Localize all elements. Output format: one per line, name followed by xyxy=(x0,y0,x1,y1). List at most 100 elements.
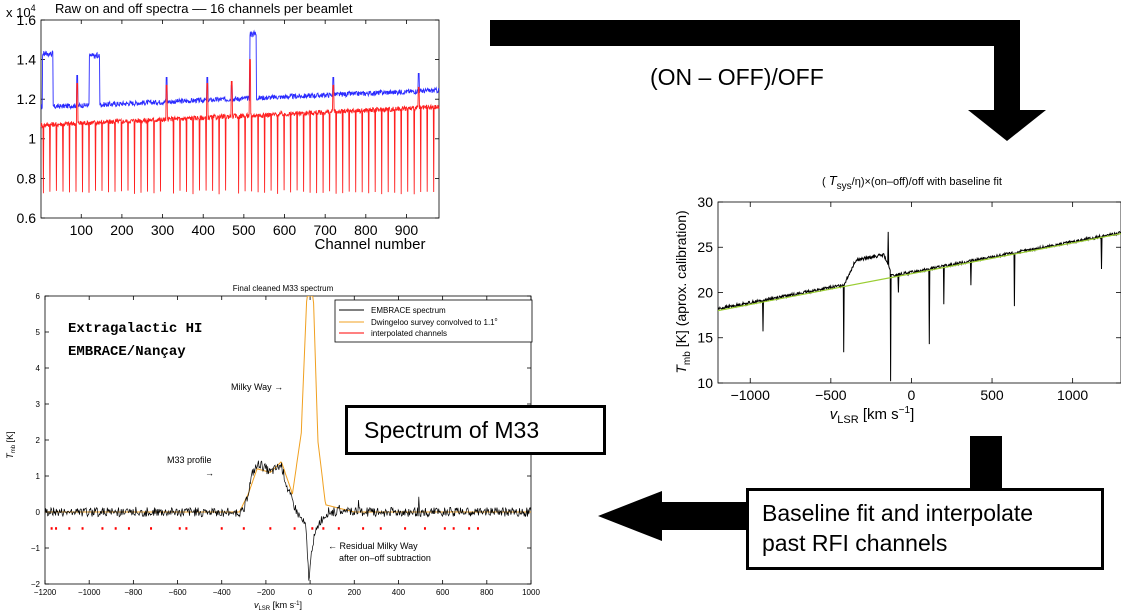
annotation-m33-profile: M33 profile xyxy=(167,455,212,465)
annotation-extragalactic: Extragalactic HI xyxy=(68,321,202,337)
interpolated-channel-marker xyxy=(242,527,245,530)
series-embrace xyxy=(45,460,531,581)
chart3-ylabel: Tmb [K] (aprox. calibration) xyxy=(673,210,693,373)
chart1-multiplier: x 104 xyxy=(6,3,36,20)
y-tick-label: 5 xyxy=(36,328,41,337)
legend-label-interpolated: interpolated channels xyxy=(371,329,447,338)
interpolated-channel-marker xyxy=(101,527,104,530)
x-tick-label: 800 xyxy=(354,222,378,238)
y-tick-label: 1.4 xyxy=(17,52,37,68)
x-tick-label: 600 xyxy=(436,588,450,597)
interpolated-channel-marker xyxy=(476,527,479,530)
legend-label-dwingeloo: Dwingeloo survey convolved to 1.1o xyxy=(371,317,498,327)
interpolated-channel-marker xyxy=(379,527,382,530)
y-tick-label: 4 xyxy=(36,364,41,373)
interpolated-channel-marker xyxy=(443,527,446,530)
spectrum-m33-label: Spectrum of M33 xyxy=(364,417,540,443)
x-tick-label: −200 xyxy=(257,588,276,597)
x-tick-label: 500 xyxy=(980,387,1004,403)
baseline-fit-chart: ( Tsys/η)×(on–off)/off with baseline fit… xyxy=(673,173,1121,426)
x-tick-label: 1000 xyxy=(1057,387,1088,403)
x-tick-label: 300 xyxy=(151,222,175,238)
annotation-milky-way: Milky Way → xyxy=(231,382,283,392)
y-tick-label: 25 xyxy=(697,239,713,255)
x-tick-label: −1000 xyxy=(731,387,771,403)
legend-label-embrace: EMBRACE spectrum xyxy=(371,306,446,315)
y-tick-label: 3 xyxy=(36,400,41,409)
baseline-fit-line1: Baseline fit and interpolate xyxy=(762,500,1034,526)
interpolated-channel-marker xyxy=(269,527,272,530)
interpolated-channel-marker xyxy=(50,527,53,530)
plot-frame xyxy=(40,19,440,219)
annotation-after-subtraction: after on–off subtraction xyxy=(339,553,431,563)
series-dwingeloo xyxy=(45,296,531,513)
m33-spectrum-chart: Final cleaned M33 spectrum vLSR [km s-1]… xyxy=(5,284,540,612)
interpolated-channel-marker xyxy=(322,527,325,530)
y-tick-label: 0.6 xyxy=(17,210,37,226)
x-tick-label: 700 xyxy=(313,222,337,238)
interpolated-channel-marker xyxy=(337,527,340,530)
x-tick-label: 200 xyxy=(348,588,362,597)
y-tick-label: 10 xyxy=(697,375,713,391)
flow-arrow-bottom xyxy=(598,436,1002,541)
annotation-m33-arrow: → xyxy=(205,468,214,478)
chart3-title: ( Tsys/η)×(on–off)/off with baseline fit xyxy=(822,173,1002,192)
x-tick-label: −500 xyxy=(815,387,847,403)
y-tick-label: 1.2 xyxy=(17,91,37,107)
interpolated-channel-marker xyxy=(404,527,407,530)
x-tick-label: −400 xyxy=(213,588,232,597)
series-off-spectrum xyxy=(40,29,440,110)
x-tick-label: 400 xyxy=(392,588,406,597)
spectrum-m33-box: Spectrum of M33 xyxy=(345,405,606,455)
interpolated-channel-marker xyxy=(114,527,117,530)
chart1-title: Raw on and off spectra –– 16 channels pe… xyxy=(55,1,353,16)
chart2-title: Final cleaned M33 spectrum xyxy=(233,284,334,293)
x-tick-label: −600 xyxy=(169,588,188,597)
baseline-fit-line2: past RFI channels xyxy=(762,530,948,556)
chart3-xlabel: vLSR [km s−1] xyxy=(830,405,915,426)
x-tick-label: −1200 xyxy=(34,588,57,597)
chart1-xlabel: Channel number xyxy=(315,236,426,253)
interpolated-channel-marker xyxy=(452,527,455,530)
interpolated-channel-marker xyxy=(311,527,314,530)
chart2-ylabel: Tmb [K] xyxy=(5,431,17,458)
y-tick-label: 0.8 xyxy=(17,170,37,186)
y-tick-label: 2 xyxy=(36,436,41,445)
annotation-embrace-nancay: EMBRACE/Nançay xyxy=(68,344,186,360)
x-tick-label: 800 xyxy=(480,588,494,597)
flow-arrow-top xyxy=(490,20,1046,141)
x-tick-label: −800 xyxy=(124,588,143,597)
interpolated-channel-marker xyxy=(150,527,153,530)
x-tick-label: 500 xyxy=(232,222,256,238)
x-tick-label: 600 xyxy=(273,222,297,238)
chart2-legend: EMBRACE spectrum Dwingeloo survey convol… xyxy=(334,299,533,343)
y-tick-label: 6 xyxy=(36,292,41,301)
on-off-label: (ON – OFF)/OFF xyxy=(650,64,824,90)
y-tick-label: 30 xyxy=(697,194,713,210)
interpolated-channel-marker xyxy=(185,527,188,530)
x-tick-label: 900 xyxy=(395,222,419,238)
y-tick-label: 0 xyxy=(36,508,41,517)
series-baseline-fit xyxy=(718,233,1121,312)
y-tick-label: 20 xyxy=(697,284,713,300)
x-tick-label: 0 xyxy=(908,387,916,403)
x-tick-label: 200 xyxy=(110,222,134,238)
y-tick-label: 1.6 xyxy=(17,12,37,28)
y-tick-label: 1 xyxy=(36,472,41,481)
chart2-xlabel: vLSR [km s-1] xyxy=(254,600,302,612)
interpolated-channel-marker xyxy=(68,527,71,530)
interpolated-channel-marker xyxy=(362,527,365,530)
raw-spectra-chart: x 104 Raw on and off spectra –– 16 chann… xyxy=(6,1,440,253)
plot-frame xyxy=(717,201,1121,384)
interpolated-channel-marker xyxy=(468,527,471,530)
x-tick-label: 1000 xyxy=(522,588,540,597)
interpolated-channel-marker xyxy=(293,527,296,530)
annotation-residual: ← Residual Milky Way xyxy=(328,541,418,551)
y-tick-label: 15 xyxy=(697,330,713,346)
interpolated-channel-marker xyxy=(55,527,58,530)
baseline-fit-box: Baseline fit and interpolate past RFI ch… xyxy=(746,488,1104,570)
series-on-spectrum xyxy=(40,59,440,195)
x-tick-label: 100 xyxy=(70,222,94,238)
interpolated-channel-marker xyxy=(178,527,181,530)
